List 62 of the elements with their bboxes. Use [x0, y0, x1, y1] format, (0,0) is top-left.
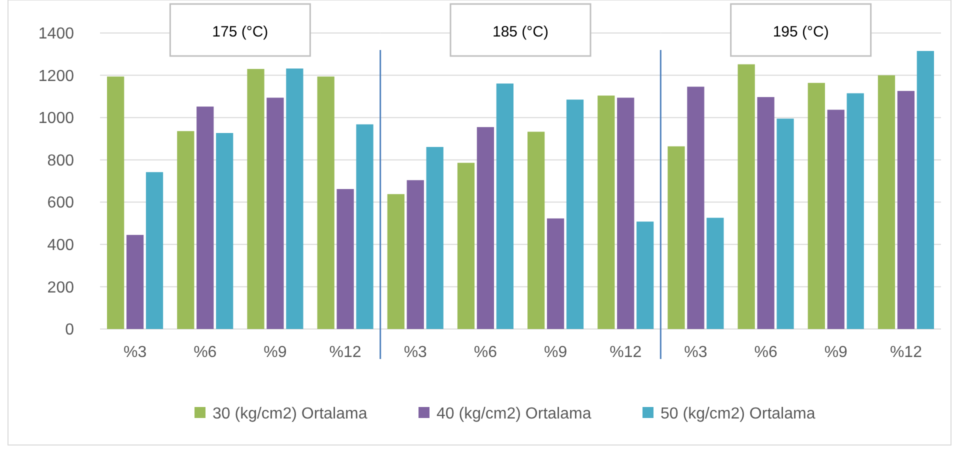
bar — [897, 90, 915, 329]
bar — [426, 146, 444, 329]
bar — [406, 180, 424, 329]
legend-label: 30 (kg/cm2) Ortalama — [212, 406, 368, 423]
bar — [808, 82, 825, 329]
legend-label: 50 (kg/cm2) Ortalama — [660, 406, 816, 423]
bar — [336, 189, 354, 329]
x-tick-label: %3 — [404, 344, 428, 361]
y-tick-label: 1200 — [38, 68, 74, 85]
bar — [496, 84, 514, 329]
y-tick-label: 200 — [47, 279, 74, 296]
bar — [738, 64, 755, 329]
bar — [387, 194, 404, 329]
bar — [317, 76, 334, 329]
annotation: 175 (°C) — [212, 23, 268, 40]
x-tick-label: %9 — [264, 344, 287, 361]
bar — [177, 131, 194, 329]
bar — [146, 172, 164, 329]
x-tick-label: %3 — [684, 344, 708, 361]
bar — [247, 68, 264, 329]
y-tick-label: 1000 — [38, 110, 74, 128]
bar — [196, 106, 214, 329]
x-tick-label: %9 — [544, 344, 568, 361]
bar — [916, 50, 934, 329]
y-tick-label: 600 — [47, 194, 74, 212]
bar — [827, 110, 844, 329]
bar — [757, 97, 774, 329]
bar — [126, 234, 144, 329]
x-tick-label: %12 — [610, 344, 642, 361]
x-tick-label: %3 — [123, 344, 147, 361]
bar — [878, 75, 896, 329]
legend-label: 40 (kg/cm2) Ortalama — [436, 406, 592, 423]
bar — [107, 76, 124, 329]
bar — [286, 68, 304, 329]
x-tick-label: %12 — [329, 344, 362, 361]
bar — [266, 98, 284, 329]
bar — [668, 146, 685, 329]
x-tick-label: %6 — [474, 344, 498, 361]
bar — [846, 93, 864, 329]
bar — [706, 218, 724, 329]
annotation: 185 (°C) — [492, 23, 549, 40]
bar — [528, 132, 545, 329]
bar — [216, 133, 234, 329]
bar — [566, 100, 584, 329]
y-tick-label: 400 — [47, 237, 74, 254]
bar — [687, 86, 704, 329]
bar — [598, 96, 615, 329]
bar — [476, 127, 494, 329]
y-tick-label: 0 — [65, 322, 74, 339]
x-tick-label: %9 — [824, 344, 848, 361]
x-tick-label: %6 — [754, 344, 778, 361]
bar — [617, 98, 634, 329]
x-tick-label: %6 — [194, 344, 217, 361]
bar — [356, 124, 374, 329]
bar — [546, 218, 564, 329]
bar — [776, 118, 794, 329]
bar — [457, 162, 475, 329]
y-tick-label: 1400 — [38, 26, 74, 43]
y-tick-label: 800 — [47, 152, 74, 170]
x-tick-label: %12 — [890, 344, 922, 361]
bar — [636, 222, 654, 329]
annotation: 195 (°C) — [772, 23, 829, 40]
